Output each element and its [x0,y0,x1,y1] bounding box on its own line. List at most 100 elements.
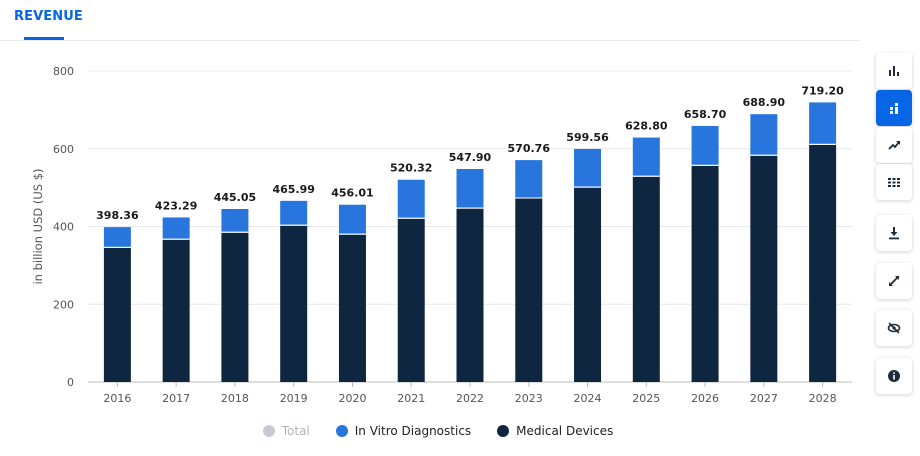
bar-in-vitro-diagnostics [103,227,131,247]
bar-in-vitro-diagnostics [456,169,484,208]
x-tick-label: 2017 [162,392,190,405]
bar-in-vitro-diagnostics [162,217,190,239]
bar-chart-button[interactable] [876,53,912,89]
x-tick-label: 2016 [103,392,131,405]
data-label-total: 688.90 [743,96,786,109]
y-tick-label: 400 [53,221,74,234]
data-label-total: 658.70 [684,108,727,121]
bar-medical-devices [750,155,778,382]
bar-medical-devices [280,225,308,382]
bar-separator [691,164,719,166]
bar-medical-devices [515,198,543,382]
info-icon [888,370,900,382]
x-tick-label: 2024 [574,392,602,405]
legend-dot-in-vitro-diagnostics [335,425,348,437]
legend-item-total[interactable]: Total [262,424,310,438]
data-label-total: 599.56 [566,131,609,144]
legend-label-total: Total [281,424,310,438]
data-label-total: 465.99 [272,183,314,196]
data-label-total: 570.76 [508,142,551,155]
data-label-total: 719.20 [801,84,844,97]
data-label-total: 456.01 [331,187,373,200]
y-tick-label: 200 [53,298,74,311]
bar-separator [221,231,249,233]
x-tick-label: 2026 [691,392,719,405]
bar-in-vitro-diagnostics [574,148,602,187]
bar-separator [515,197,543,199]
bar-medical-devices [103,247,131,382]
bar-in-vitro-diagnostics [691,125,719,165]
x-tick-label: 2021 [397,392,425,405]
x-tick-label: 2022 [456,392,484,405]
revenue-chart: 0 200 400 600 800 in billion USD (US $) 398.36… [31,65,852,405]
bar-separator [632,175,660,177]
x-tick-label: 2025 [632,392,660,405]
bar-in-vitro-diagnostics [632,137,660,176]
bar-chart-icon [889,66,899,76]
legend-dot-medical-devices [497,425,510,437]
y-tick-label: 800 [53,65,74,78]
fullscreen-button[interactable] [876,263,912,299]
header-bar: REVENUE [0,0,860,41]
stacked-bar-button[interactable] [876,90,912,126]
x-tick-label: 2019 [280,392,308,405]
x-tick-label: 2028 [809,392,837,405]
data-label-total: 547.90 [449,151,492,164]
bar-separator [456,207,484,209]
bar-medical-devices [162,239,190,382]
y-tick-label: 600 [53,143,74,156]
info-button[interactable] [876,358,912,394]
download-icon [889,227,899,240]
legend-item-medical-devices[interactable]: Medical Devices [497,424,613,438]
bar-separator [397,217,425,219]
bar-in-vitro-diagnostics [515,160,543,198]
hide-icon [887,322,901,334]
bar-separator [162,238,190,240]
x-tick-label: 2020 [338,392,366,405]
bar-separator [750,154,778,156]
tab-revenue[interactable]: REVENUE [14,9,83,24]
data-label-total: 423.29 [155,199,197,212]
bar-in-vitro-diagnostics [397,179,425,218]
x-tick-label: 2018 [221,392,249,405]
bar-medical-devices [397,218,425,382]
bar-in-vitro-diagnostics [750,114,778,155]
legend-label-medical-devices: Medical Devices [516,424,614,438]
fullscreen-icon [889,276,899,286]
table-view-button[interactable] [876,164,912,200]
bar-separator [280,224,308,226]
data-label-total: 628.80 [625,120,668,133]
bar-separator [809,143,837,145]
y-tick-label: 0 [67,376,74,389]
legend-label-in-vitro-diagnostics: In Vitro Diagnostics [354,424,472,438]
bar-in-vitro-diagnostics [338,204,366,234]
hide-button[interactable] [876,310,912,346]
x-tick-label: 2027 [750,392,778,405]
data-label-total: 398.36 [96,209,139,222]
x-tick-label: 2023 [515,392,543,405]
bar-separator [338,233,366,235]
stacked-bar-icon [890,103,898,114]
bar-medical-devices [338,234,366,382]
bar-medical-devices [632,176,660,382]
bar-medical-devices [456,208,484,382]
trend-line-icon [888,141,900,150]
y-axis-title: in billion USD (US $) [31,168,45,284]
bar-medical-devices [574,187,602,382]
download-button[interactable] [876,215,912,251]
data-label-total: 445.05 [214,191,256,204]
bar-separator [103,246,131,248]
legend-item-in-vitro-diagnostics[interactable]: In Vitro Diagnostics [335,424,472,438]
chart-legend: Total In Vitro Diagnostics Medical Devic… [0,421,876,441]
bar-medical-devices [221,232,249,382]
bar-medical-devices [691,165,719,382]
trend-line-button[interactable] [876,127,912,163]
active-tab-indicator [24,37,64,40]
bar-medical-devices [809,144,837,382]
table-grid-icon [888,178,900,187]
bar-in-vitro-diagnostics [280,200,308,225]
data-label-total: 520.32 [390,162,432,175]
bar-separator [574,186,602,188]
bar-in-vitro-diagnostics [221,208,249,232]
legend-dot-total [262,425,275,437]
